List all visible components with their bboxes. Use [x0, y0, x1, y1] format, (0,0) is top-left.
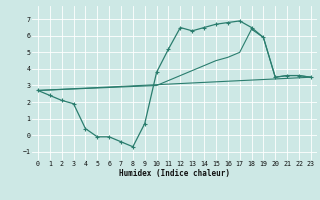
- X-axis label: Humidex (Indice chaleur): Humidex (Indice chaleur): [119, 169, 230, 178]
